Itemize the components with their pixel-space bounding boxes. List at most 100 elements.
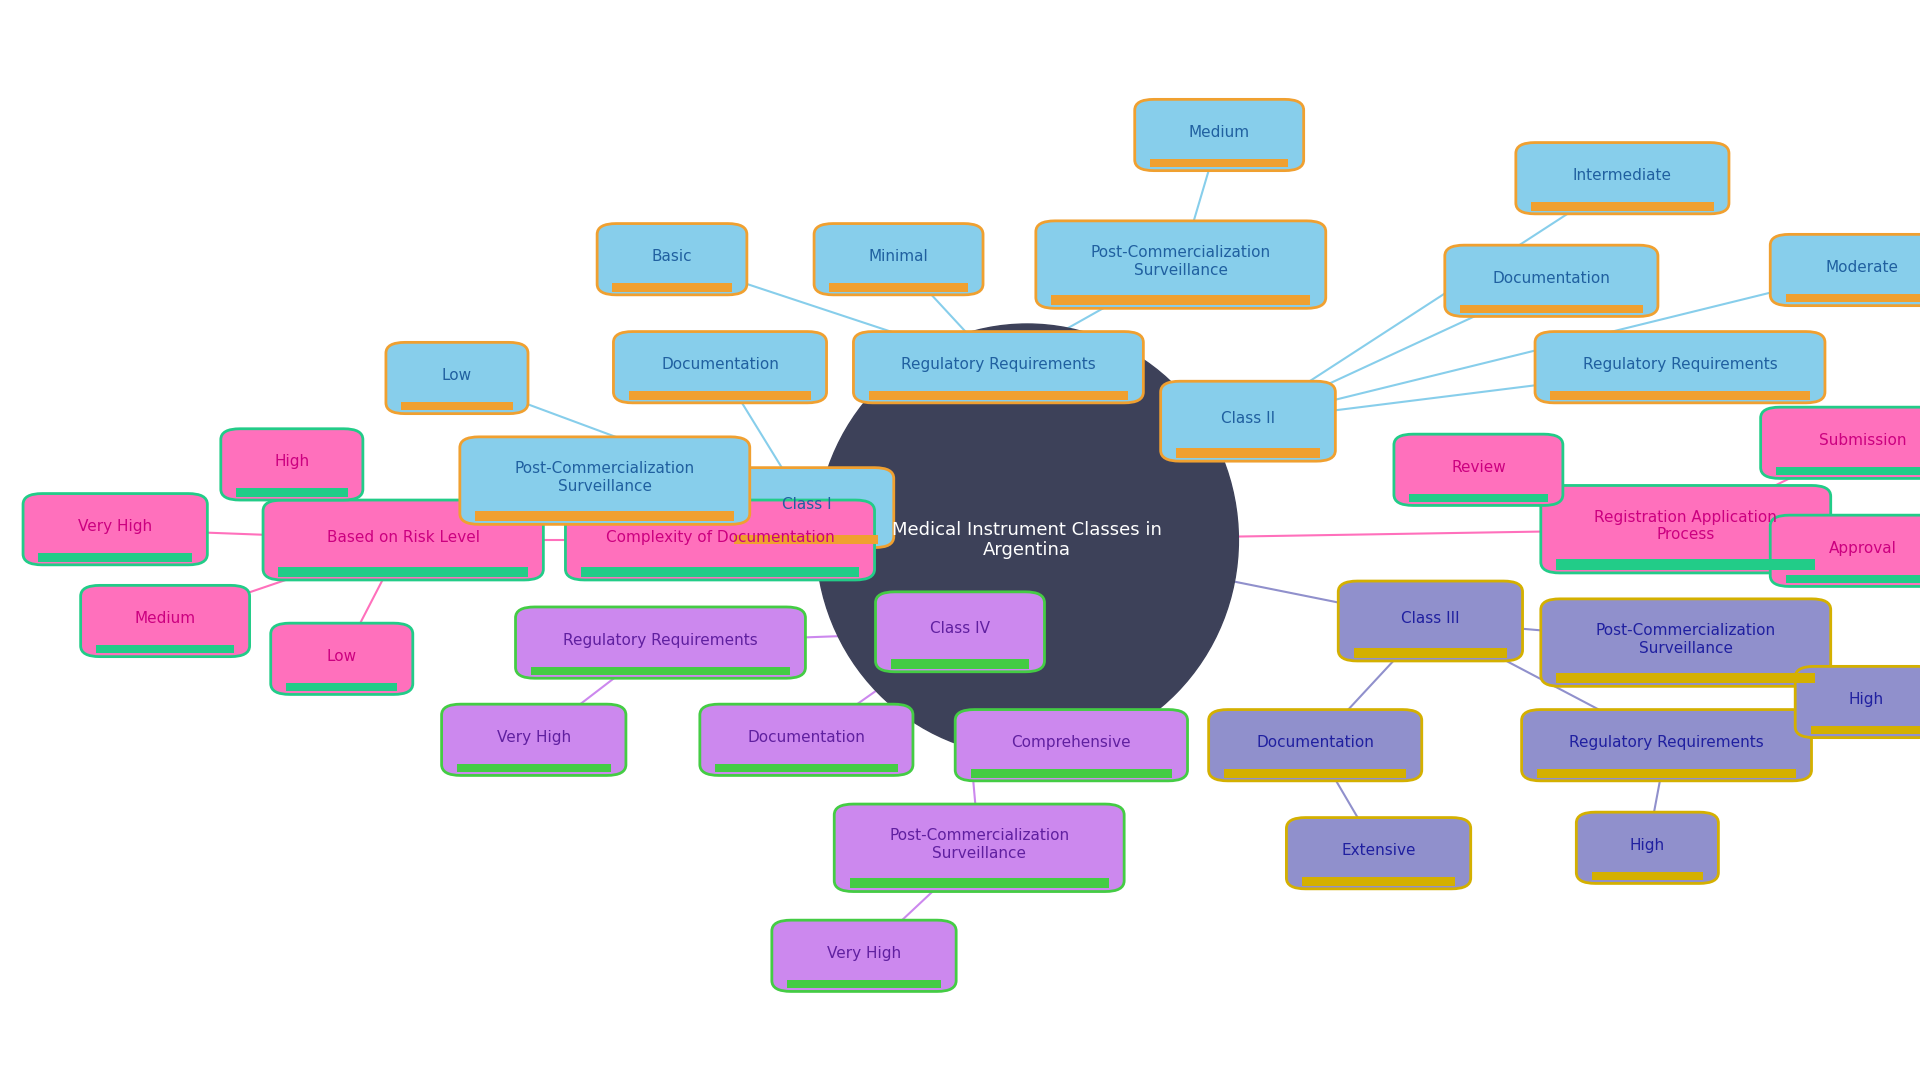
- FancyBboxPatch shape: [23, 494, 207, 565]
- Text: High: High: [275, 455, 309, 470]
- FancyBboxPatch shape: [787, 980, 941, 988]
- FancyBboxPatch shape: [1160, 381, 1336, 461]
- Text: Low: Low: [326, 649, 357, 664]
- FancyBboxPatch shape: [96, 645, 234, 653]
- FancyBboxPatch shape: [1551, 391, 1809, 400]
- FancyBboxPatch shape: [1540, 598, 1832, 687]
- FancyBboxPatch shape: [1354, 648, 1507, 658]
- FancyBboxPatch shape: [530, 666, 791, 675]
- FancyBboxPatch shape: [1446, 245, 1659, 316]
- FancyBboxPatch shape: [1576, 812, 1718, 883]
- FancyBboxPatch shape: [1409, 494, 1548, 502]
- FancyBboxPatch shape: [515, 607, 806, 678]
- FancyBboxPatch shape: [1811, 726, 1920, 734]
- Text: Class IV: Class IV: [929, 621, 991, 636]
- FancyBboxPatch shape: [772, 920, 956, 991]
- Text: Class III: Class III: [1402, 610, 1459, 625]
- FancyBboxPatch shape: [1521, 710, 1812, 781]
- FancyBboxPatch shape: [1302, 877, 1455, 886]
- FancyBboxPatch shape: [1210, 710, 1421, 781]
- Text: Post-Commercialization
Surveillance: Post-Commercialization Surveillance: [1596, 623, 1776, 656]
- Text: Moderate: Moderate: [1826, 260, 1899, 275]
- Ellipse shape: [816, 324, 1238, 756]
- FancyBboxPatch shape: [38, 553, 192, 562]
- Text: Very High: Very High: [79, 519, 152, 535]
- FancyBboxPatch shape: [1175, 448, 1321, 458]
- FancyBboxPatch shape: [1225, 769, 1405, 778]
- FancyBboxPatch shape: [1786, 575, 1920, 583]
- FancyBboxPatch shape: [286, 683, 397, 691]
- Text: Low: Low: [442, 368, 472, 383]
- FancyBboxPatch shape: [972, 769, 1171, 778]
- FancyBboxPatch shape: [564, 500, 876, 580]
- FancyBboxPatch shape: [1770, 515, 1920, 586]
- Text: Documentation: Documentation: [747, 730, 866, 745]
- Text: Documentation: Documentation: [1256, 735, 1375, 751]
- FancyBboxPatch shape: [868, 391, 1129, 400]
- Text: Medical Instrument Classes in
Argentina: Medical Instrument Classes in Argentina: [893, 521, 1162, 559]
- Text: Review: Review: [1452, 460, 1505, 475]
- FancyBboxPatch shape: [1592, 872, 1703, 880]
- FancyBboxPatch shape: [614, 332, 826, 403]
- FancyBboxPatch shape: [956, 710, 1187, 781]
- FancyBboxPatch shape: [1795, 666, 1920, 738]
- Text: High: High: [1849, 692, 1884, 707]
- FancyBboxPatch shape: [386, 342, 528, 414]
- FancyBboxPatch shape: [1536, 769, 1797, 778]
- FancyBboxPatch shape: [718, 468, 893, 548]
- Text: Documentation: Documentation: [660, 357, 780, 373]
- FancyBboxPatch shape: [401, 402, 513, 410]
- FancyBboxPatch shape: [442, 704, 626, 775]
- FancyBboxPatch shape: [1761, 407, 1920, 478]
- Text: Post-Commercialization
Surveillance: Post-Commercialization Surveillance: [515, 461, 695, 494]
- FancyBboxPatch shape: [457, 764, 611, 772]
- Text: Medium: Medium: [1188, 125, 1250, 140]
- FancyBboxPatch shape: [221, 429, 363, 500]
- Text: Extensive: Extensive: [1342, 843, 1415, 859]
- Text: Minimal: Minimal: [868, 249, 929, 265]
- FancyBboxPatch shape: [1338, 581, 1523, 661]
- FancyBboxPatch shape: [461, 436, 749, 524]
- FancyBboxPatch shape: [891, 659, 1029, 669]
- FancyBboxPatch shape: [236, 488, 348, 497]
- FancyBboxPatch shape: [1052, 295, 1309, 305]
- FancyBboxPatch shape: [1286, 818, 1471, 889]
- Text: Very High: Very High: [497, 730, 570, 745]
- FancyBboxPatch shape: [1555, 673, 1816, 683]
- Text: Very High: Very High: [828, 946, 900, 961]
- FancyBboxPatch shape: [1776, 467, 1920, 475]
- FancyBboxPatch shape: [876, 592, 1044, 672]
- Text: Registration Application
Process: Registration Application Process: [1594, 510, 1778, 542]
- FancyBboxPatch shape: [81, 585, 250, 657]
- FancyBboxPatch shape: [714, 764, 899, 772]
- FancyBboxPatch shape: [849, 878, 1110, 888]
- Text: Submission: Submission: [1818, 433, 1907, 448]
- FancyBboxPatch shape: [1555, 559, 1816, 570]
- FancyBboxPatch shape: [630, 391, 810, 400]
- FancyBboxPatch shape: [733, 535, 879, 544]
- Text: Basic: Basic: [651, 249, 693, 265]
- FancyBboxPatch shape: [1540, 486, 1832, 572]
- Text: Post-Commercialization
Surveillance: Post-Commercialization Surveillance: [889, 828, 1069, 861]
- FancyBboxPatch shape: [1532, 202, 1713, 211]
- Text: Class I: Class I: [781, 497, 831, 512]
- FancyBboxPatch shape: [580, 567, 860, 577]
- FancyBboxPatch shape: [852, 332, 1144, 403]
- FancyBboxPatch shape: [263, 500, 543, 580]
- FancyBboxPatch shape: [271, 623, 413, 694]
- Text: Regulatory Requirements: Regulatory Requirements: [1569, 735, 1764, 751]
- Text: High: High: [1630, 838, 1665, 853]
- FancyBboxPatch shape: [1150, 159, 1288, 167]
- FancyBboxPatch shape: [612, 283, 732, 292]
- Text: Approval: Approval: [1828, 541, 1897, 556]
- Text: Complexity of Documentation: Complexity of Documentation: [605, 529, 835, 544]
- FancyBboxPatch shape: [597, 224, 747, 295]
- Text: Post-Commercialization
Surveillance: Post-Commercialization Surveillance: [1091, 245, 1271, 278]
- FancyBboxPatch shape: [1135, 99, 1304, 171]
- FancyBboxPatch shape: [1461, 305, 1644, 313]
- Text: Regulatory Requirements: Regulatory Requirements: [1582, 357, 1778, 373]
- Text: Based on Risk Level: Based on Risk Level: [326, 529, 480, 544]
- FancyBboxPatch shape: [829, 283, 968, 292]
- FancyBboxPatch shape: [1394, 434, 1563, 505]
- Text: Documentation: Documentation: [1492, 271, 1611, 286]
